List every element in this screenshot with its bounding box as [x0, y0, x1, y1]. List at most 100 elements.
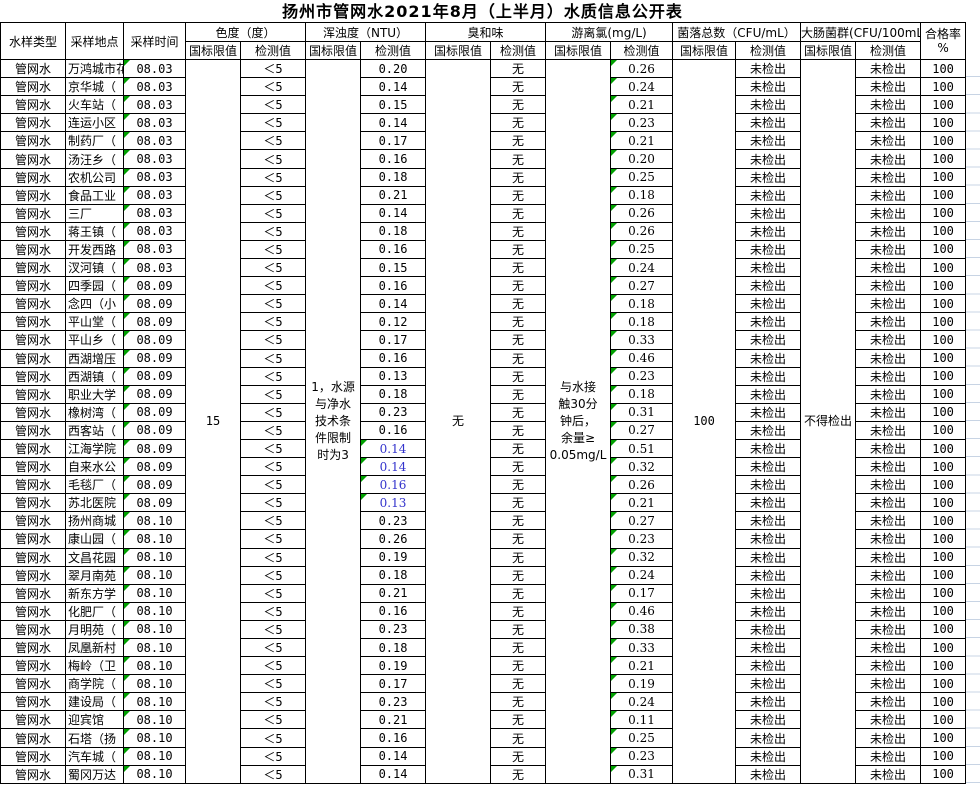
cell-colony-value[interactable]: 未检出	[735, 149, 802, 169]
cell-pass-rate[interactable]: 100	[920, 384, 967, 404]
cell-sample-type[interactable]: 管网水	[0, 95, 66, 115]
cell-pass-rate[interactable]: 100	[920, 294, 967, 314]
cell-location[interactable]: 自来水公	[65, 457, 124, 477]
cell-coliform-value[interactable]: 未检出	[855, 77, 922, 97]
cell-coliform-value[interactable]: 未检出	[855, 203, 922, 223]
cell-turbidity-value[interactable]: 0.14	[360, 764, 427, 784]
cell-turbidity-value[interactable]: 0.16	[360, 239, 427, 260]
cell-color-value[interactable]: ＜5	[239, 619, 307, 640]
cell-coliform-value[interactable]: 未检出	[855, 312, 922, 332]
cell-chlorine-value[interactable]: 0.25	[610, 239, 674, 260]
cell-colony-value[interactable]: 未检出	[735, 384, 802, 404]
cell-colony-value[interactable]: 未检出	[735, 221, 802, 241]
cell-coliform-value[interactable]: 未检出	[855, 547, 922, 567]
cell-colony-value[interactable]: 未检出	[735, 95, 802, 115]
cell-chlorine-value[interactable]: 0.18	[610, 312, 674, 332]
cell-pass-rate[interactable]: 100	[920, 312, 967, 332]
cell-sample-time[interactable]: 08.09	[123, 294, 186, 314]
cell-odor-value[interactable]: 无	[490, 457, 547, 477]
cell-pass-rate[interactable]: 100	[920, 601, 967, 621]
cell-coliform-value[interactable]: 未检出	[855, 619, 922, 640]
cell-chlorine-value[interactable]: 0.32	[610, 457, 674, 477]
cell-color-value[interactable]: ＜5	[239, 493, 307, 513]
cell-odor-value[interactable]: 无	[490, 692, 547, 712]
cell-sample-type[interactable]: 管网水	[0, 583, 66, 603]
cell-odor-value[interactable]: 无	[490, 438, 547, 459]
cell-sample-time[interactable]: 08.03	[123, 95, 186, 115]
cell-location[interactable]: 康山园（	[65, 529, 124, 549]
cell-sample-time[interactable]: 08.03	[123, 167, 186, 187]
cell-location[interactable]: 苏北医院	[65, 493, 124, 513]
limit-chlorine[interactable]: 与水接 触30分 钟后， 余量≥ 0.05mg/L	[545, 59, 612, 784]
cell-coliform-value[interactable]: 未检出	[855, 402, 922, 422]
cell-location[interactable]: 四季园（	[65, 276, 124, 296]
cell-sample-time[interactable]: 08.10	[123, 728, 186, 748]
cell-pass-rate[interactable]: 100	[920, 746, 967, 766]
cell-coliform-value[interactable]: 未检出	[855, 95, 922, 115]
cell-sample-type[interactable]: 管网水	[0, 239, 66, 260]
cell-chlorine-value[interactable]: 0.27	[610, 276, 674, 296]
cell-color-value[interactable]: ＜5	[239, 728, 307, 748]
cell-location[interactable]: 开发西路	[65, 239, 124, 260]
cell-location[interactable]: 连运小区	[65, 113, 124, 133]
cell-sample-type[interactable]: 管网水	[0, 656, 66, 676]
cell-location[interactable]: 化肥厂（	[65, 601, 124, 621]
cell-pass-rate[interactable]: 100	[920, 276, 967, 296]
cell-location[interactable]: 职业大学	[65, 384, 124, 404]
cell-pass-rate[interactable]: 100	[920, 475, 967, 495]
cell-color-value[interactable]: ＜5	[239, 77, 307, 97]
cell-coliform-value[interactable]: 未检出	[855, 475, 922, 495]
cell-coliform-value[interactable]: 未检出	[855, 583, 922, 603]
cell-coliform-value[interactable]: 未检出	[855, 438, 922, 459]
header-location[interactable]: 采样地点	[65, 22, 124, 60]
cell-chlorine-value[interactable]: 0.26	[610, 203, 674, 223]
cell-odor-value[interactable]: 无	[490, 583, 547, 603]
cell-sample-type[interactable]: 管网水	[0, 529, 66, 549]
cell-turbidity-value[interactable]: 0.21	[360, 583, 427, 603]
header-pass-rate[interactable]: 合格率 %	[920, 22, 967, 60]
header-limit-colony[interactable]: 国标限值	[672, 41, 737, 60]
cell-coliform-value[interactable]: 未检出	[855, 710, 922, 730]
cell-odor-value[interactable]: 无	[490, 239, 547, 260]
cell-sample-time[interactable]: 08.03	[123, 239, 186, 260]
cell-location[interactable]: 食品工业	[65, 185, 124, 205]
cell-colony-value[interactable]: 未检出	[735, 312, 802, 332]
cell-coliform-value[interactable]: 未检出	[855, 565, 922, 585]
cell-odor-value[interactable]: 无	[490, 167, 547, 187]
header-value-color[interactable]: 检测值	[239, 41, 307, 60]
cell-pass-rate[interactable]: 100	[920, 764, 967, 784]
cell-sample-type[interactable]: 管网水	[0, 402, 66, 422]
cell-chlorine-value[interactable]: 0.18	[610, 185, 674, 205]
cell-color-value[interactable]: ＜5	[239, 420, 307, 440]
cell-sample-time[interactable]: 08.10	[123, 674, 186, 694]
cell-odor-value[interactable]: 无	[490, 402, 547, 422]
cell-colony-value[interactable]: 未检出	[735, 710, 802, 730]
cell-coliform-value[interactable]: 未检出	[855, 493, 922, 513]
cell-chlorine-value[interactable]: 0.32	[610, 547, 674, 567]
cell-location[interactable]: 制药厂（	[65, 131, 124, 151]
cell-location[interactable]: 橡树湾（	[65, 402, 124, 422]
cell-color-value[interactable]: ＜5	[239, 294, 307, 314]
cell-sample-type[interactable]: 管网水	[0, 637, 66, 658]
cell-colony-value[interactable]: 未检出	[735, 203, 802, 223]
cell-turbidity-value[interactable]: 0.16	[360, 149, 427, 169]
cell-turbidity-value[interactable]: 0.23	[360, 619, 427, 640]
cell-turbidity-value[interactable]: 0.19	[360, 547, 427, 567]
cell-odor-value[interactable]: 无	[490, 656, 547, 676]
header-value-chlorine[interactable]: 检测值	[610, 41, 674, 60]
cell-chlorine-value[interactable]: 0.21	[610, 131, 674, 151]
cell-color-value[interactable]: ＜5	[239, 131, 307, 151]
cell-sample-type[interactable]: 管网水	[0, 113, 66, 133]
cell-pass-rate[interactable]: 100	[920, 565, 967, 585]
cell-color-value[interactable]: ＜5	[239, 746, 307, 766]
cell-location[interactable]: 念四（小	[65, 294, 124, 314]
cell-colony-value[interactable]: 未检出	[735, 746, 802, 766]
cell-coliform-value[interactable]: 未检出	[855, 511, 922, 531]
cell-turbidity-value[interactable]: 0.16	[360, 276, 427, 296]
cell-chlorine-value[interactable]: 0.24	[610, 77, 674, 97]
cell-location[interactable]: 建设局（	[65, 692, 124, 712]
header-sample-type[interactable]: 水样类型	[0, 22, 66, 60]
header-limit-odor[interactable]: 国标限值	[425, 41, 492, 60]
cell-sample-type[interactable]: 管网水	[0, 366, 66, 386]
cell-sample-type[interactable]: 管网水	[0, 511, 66, 531]
